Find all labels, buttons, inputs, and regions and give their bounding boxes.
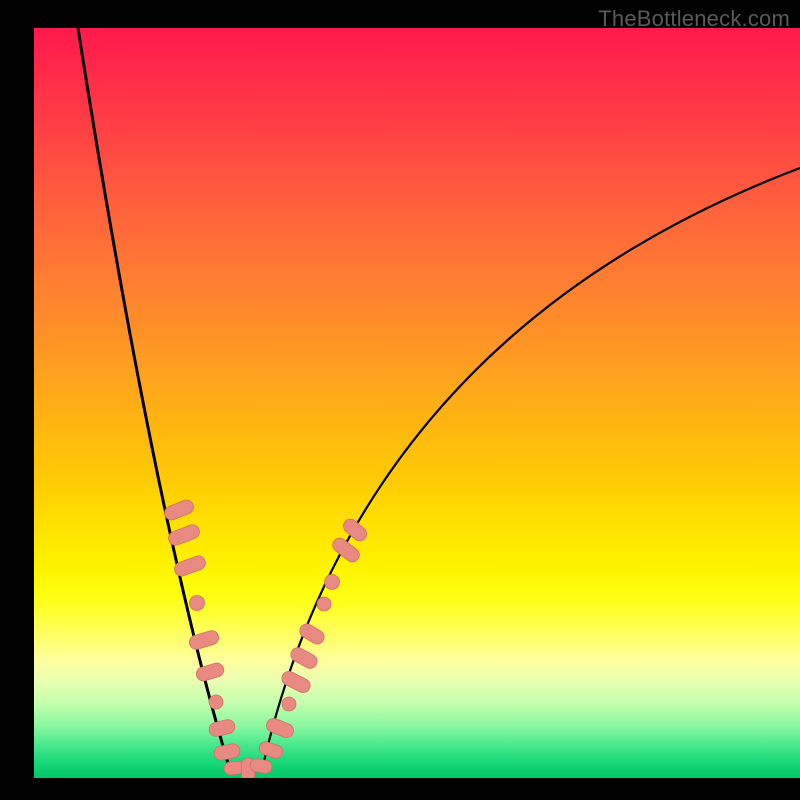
marker-dot (209, 695, 223, 709)
plot-area (34, 28, 800, 778)
marker-dot (282, 697, 296, 711)
marker-dot (317, 597, 331, 611)
watermark-text: TheBottleneck.com (598, 6, 790, 32)
chart-canvas (0, 0, 800, 800)
marker-dot (325, 575, 340, 590)
marker-dot (190, 596, 205, 611)
